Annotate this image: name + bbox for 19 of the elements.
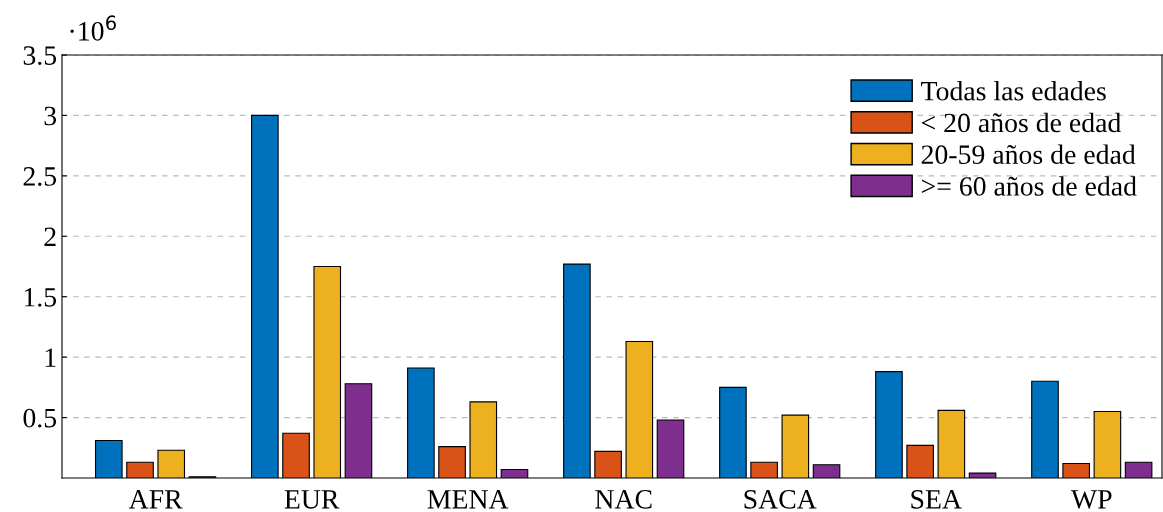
text: ·10$^{6}$ bbox=[70, 15, 116, 41]
y-tick-label: 2 bbox=[44, 227, 56, 246]
x-tick-label: AFR bbox=[128, 490, 183, 509]
legend-label: Todas las edades bbox=[921, 81, 1106, 101]
y-tick-label: 1 bbox=[45, 348, 56, 367]
legend-label: < 20 años de edad bbox=[921, 112, 1121, 133]
y-tick-label: 3.5 bbox=[23, 46, 57, 66]
x-tick-label: SEA bbox=[911, 489, 962, 509]
y-tick-label: 0.5 bbox=[23, 408, 57, 428]
x-tick-label: MENA bbox=[427, 490, 509, 509]
x-tick-label: NAC bbox=[595, 489, 652, 509]
y-tick-label: 2.5 bbox=[23, 167, 57, 186]
y-tick-label: 1.5 bbox=[24, 288, 57, 307]
x-tick-label: WP bbox=[1070, 490, 1112, 509]
x-tick-label: SACA bbox=[744, 489, 817, 509]
legend-label: 20-59 años de edad bbox=[921, 144, 1136, 165]
y-tick-label: 3 bbox=[44, 106, 57, 126]
x-tick-label: EUR bbox=[284, 490, 340, 509]
legend-label: >= 60 años de edad bbox=[921, 176, 1137, 196]
